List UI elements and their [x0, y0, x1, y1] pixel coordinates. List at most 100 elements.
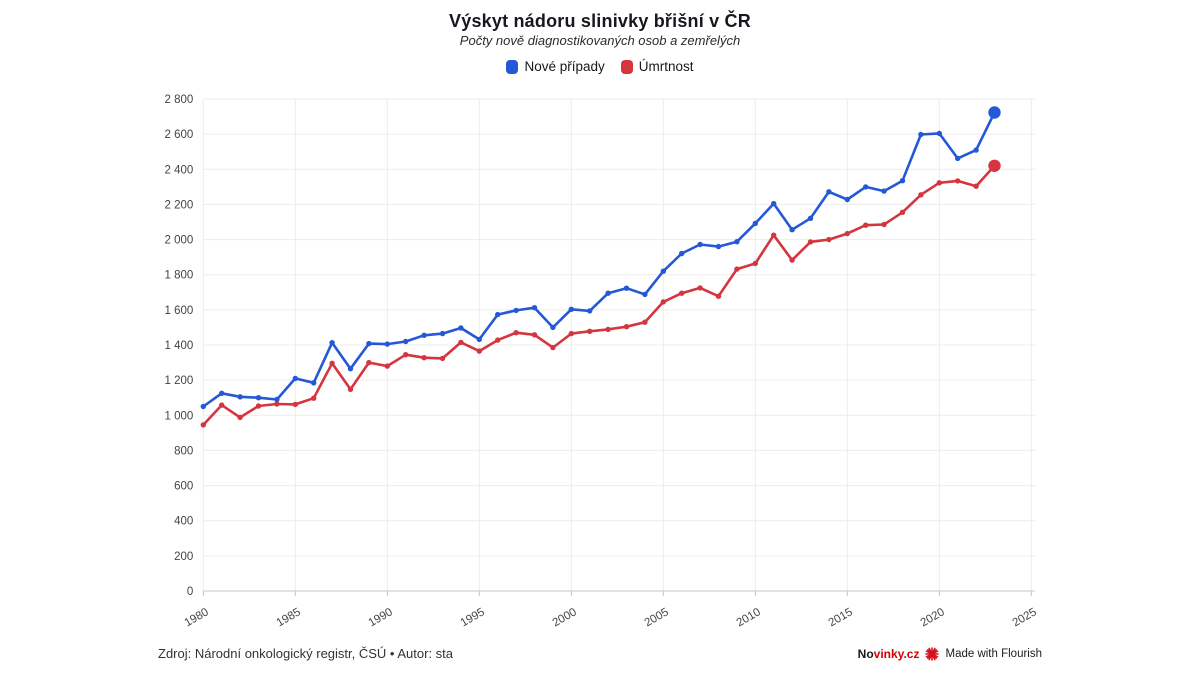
data-point [458, 339, 464, 346]
data-point [513, 330, 519, 336]
data-point [329, 340, 335, 346]
data-point [881, 221, 887, 228]
source-credit: Zdroj: Národní onkologický registr, ČSÚ … [158, 646, 454, 661]
y-tick-label: 200 [174, 551, 193, 563]
data-point [642, 291, 648, 298]
data-point [826, 189, 832, 195]
data-point [973, 147, 979, 153]
data-point [771, 200, 777, 207]
y-tick-label: 800 [174, 445, 193, 457]
y-tick-label: 400 [174, 516, 193, 528]
data-point [715, 293, 722, 299]
data-point [697, 285, 703, 291]
data-point [899, 209, 906, 215]
y-tick-label: 2 600 [165, 129, 194, 141]
x-tick-label: 2025 [1011, 606, 1039, 629]
data-point [384, 363, 390, 369]
data-point [495, 337, 501, 343]
x-tick-label: 2005 [643, 606, 671, 629]
data-point [605, 326, 611, 333]
data-point [936, 130, 942, 137]
data-point [826, 236, 832, 243]
data-point [568, 330, 574, 337]
y-tick-label: 1 200 [165, 375, 194, 387]
data-point [587, 308, 593, 314]
data-point [347, 386, 354, 392]
chart-title: Výskyt nádoru slinivky břišní v ČR [449, 11, 751, 31]
flourish-icon [925, 646, 940, 661]
data-point [623, 285, 630, 291]
data-point [311, 380, 317, 386]
data-point [771, 232, 777, 238]
data-point [421, 355, 427, 361]
data-point [642, 319, 648, 325]
y-tick-label: 2 400 [165, 164, 194, 176]
data-point [789, 227, 795, 233]
data-point [881, 188, 887, 194]
data-point [918, 192, 924, 198]
legend-item-umrtnost[interactable]: Úmrtnost [620, 59, 694, 74]
data-point [789, 257, 795, 263]
novinky-logo[interactable]: Novinky.cz [858, 647, 920, 661]
data-point [255, 395, 262, 401]
legend-swatch-blue [506, 59, 519, 74]
data-point [660, 299, 666, 305]
legend-swatch-red [620, 59, 633, 74]
data-point [973, 183, 979, 189]
data-point [439, 330, 446, 337]
data-point [863, 184, 869, 190]
series-line-0 [202, 111, 996, 408]
data-point [255, 403, 262, 409]
credits: Novinky.cz Made with Flourish [858, 647, 1042, 661]
y-tick-label: 1 000 [165, 410, 194, 422]
data-point [292, 401, 298, 408]
data-point [200, 403, 206, 410]
data-point [807, 215, 814, 221]
legend-item-nove-pripady[interactable]: Nové případy [506, 59, 605, 74]
data-point [219, 390, 225, 396]
data-point [605, 290, 611, 296]
made-with-flourish-label[interactable]: Made with Flourish [945, 647, 1042, 660]
legend: Nové případy Úmrtnost [0, 59, 1200, 74]
data-point [844, 196, 850, 203]
data-point [807, 239, 814, 245]
data-point [734, 266, 740, 272]
y-tick-label: 2 000 [165, 235, 194, 247]
data-point [366, 340, 372, 347]
legend-label: Nové případy [524, 59, 605, 74]
data-point [715, 243, 722, 250]
data-point [568, 306, 574, 312]
data-point [531, 305, 538, 311]
y-tick-label: 1 800 [165, 270, 194, 282]
data-point [347, 366, 354, 372]
legend-label: Úmrtnost [638, 59, 694, 74]
data-point [550, 344, 556, 351]
novinky-logo-red: vinky.cz [873, 646, 920, 661]
data-point [274, 396, 280, 403]
data-point [587, 328, 593, 334]
data-point [311, 395, 317, 401]
y-tick-label: 600 [174, 481, 193, 493]
data-point [421, 332, 427, 338]
y-tick-label: 1 400 [165, 340, 194, 352]
data-point [403, 338, 409, 345]
data-point [237, 414, 243, 421]
data-point [476, 336, 482, 343]
data-point [899, 178, 906, 184]
data-point [752, 260, 758, 267]
data-point [403, 352, 409, 358]
x-tick-label: 2010 [735, 606, 763, 629]
data-point [679, 290, 685, 296]
series-end-point [988, 106, 1001, 119]
data-point [384, 341, 390, 347]
y-tick-label: 2 800 [165, 94, 194, 106]
data-point [697, 241, 703, 248]
data-point [660, 268, 666, 274]
data-point [476, 348, 482, 354]
data-point [752, 220, 758, 227]
x-tick-label: 2015 [827, 606, 855, 629]
x-tick-label: 1990 [367, 606, 395, 629]
y-tick-label: 2 200 [165, 199, 194, 211]
series-line-1 [202, 164, 996, 427]
